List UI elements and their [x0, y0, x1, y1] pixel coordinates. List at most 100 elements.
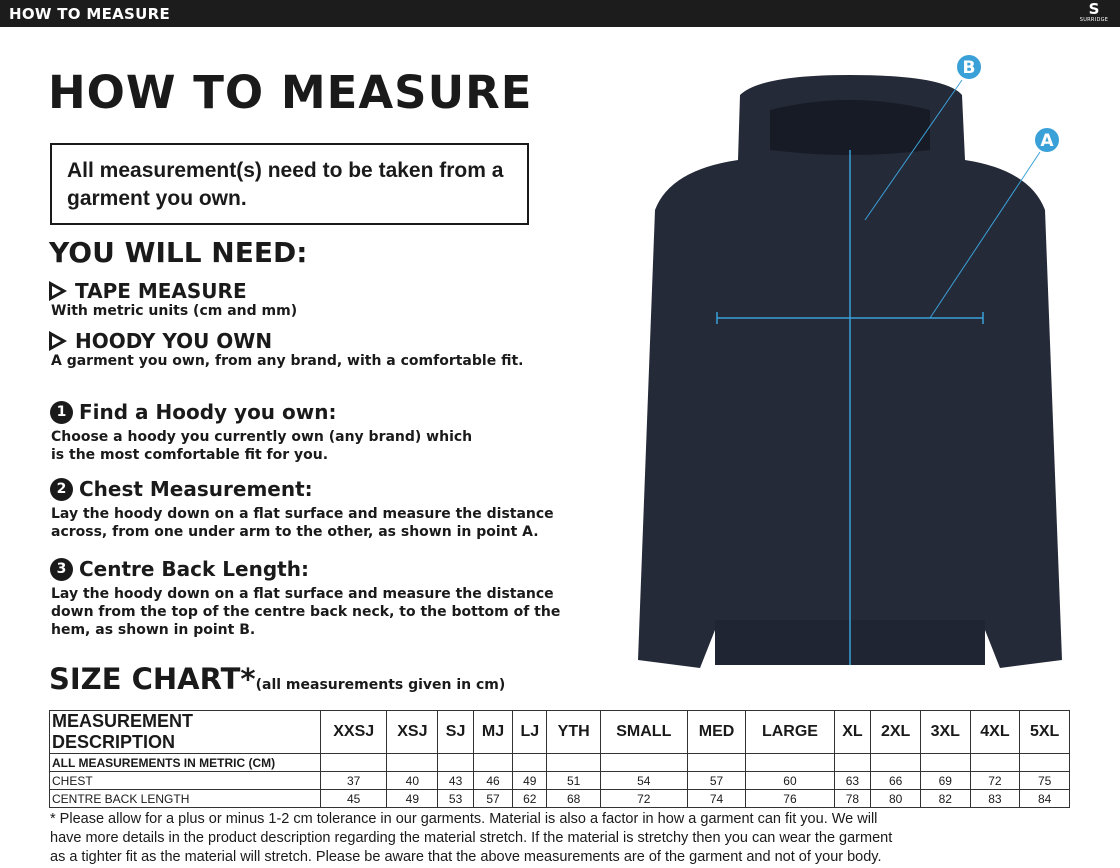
value-cell: 40 [386, 771, 439, 790]
size-header-cell: LJ [512, 710, 548, 754]
you-will-need-heading: YOU WILL NEED: [49, 236, 308, 269]
value-cell: 75 [1019, 771, 1070, 790]
step-number-icon: 3 [50, 557, 73, 581]
value-cell: 43 [437, 771, 474, 790]
value-cell: 54 [599, 771, 688, 790]
need-item-tape: TAPE MEASURE With metric units (cm and m… [49, 279, 297, 319]
size-header-cell: SJ [437, 710, 474, 754]
row-label: CENTRE BACK LENGTH [49, 789, 321, 808]
metric-note-cell: ALL MEASUREMENTS IN METRIC (CM) [49, 753, 321, 772]
footnote: * Please allow for a plus or minus 1-2 c… [50, 811, 893, 865]
size-header-cell: XXSJ [319, 710, 388, 754]
size-header-cell: YTH [546, 710, 601, 754]
value-cell: 69 [919, 771, 971, 790]
value-cell: 60 [745, 771, 835, 790]
value-cell: 45 [319, 789, 388, 808]
size-chart-title: SIZE CHART [49, 662, 241, 696]
empty-cell [437, 753, 474, 772]
table-row: CENTRE BACK LENGTH 45 49 53 57 62 68 72 74 76 78 80… [49, 789, 1070, 808]
step-desc: Lay the hoody down on a flat surface and… [51, 506, 554, 540]
row-label: CHEST [49, 771, 321, 790]
empty-cell [319, 753, 388, 772]
value-cell: 57 [686, 771, 747, 790]
value-cell: 62 [512, 789, 548, 808]
step-title: Centre Back Length: [79, 557, 309, 581]
size-header-cell: XSJ [386, 710, 439, 754]
empty-cell [969, 753, 1021, 772]
table-row: ALL MEASUREMENTS IN METRIC (CM) [49, 753, 1070, 772]
point-a-label: A [1040, 131, 1054, 151]
empty-cell [833, 753, 872, 772]
step-desc: Lay the hoody down on a flat surface and… [51, 586, 561, 638]
play-arrow-icon [49, 331, 67, 351]
step-title: Chest Measurement: [79, 477, 313, 501]
empty-cell [686, 753, 747, 772]
step-desc: Choose a hoody you currently own (any br… [51, 429, 473, 463]
size-header-cell: 5XL [1019, 710, 1070, 754]
size-chart-subtitle: (all measurements given in cm) [255, 677, 506, 693]
size-header-cell: SMALL [599, 710, 688, 754]
value-cell: 63 [833, 771, 872, 790]
value-cell: 72 [599, 789, 688, 808]
value-cell: 53 [437, 789, 474, 808]
hoodie-diagram: B A [638, 53, 1062, 668]
size-header-cell: 2XL [870, 710, 921, 754]
empty-cell [546, 753, 601, 772]
size-chart-heading: SIZE CHART*(all measurements given in cm… [49, 662, 505, 696]
notice-box: All measurement(s) need to be taken from… [50, 143, 529, 225]
empty-cell [870, 753, 921, 772]
table-header-row: MEASUREMENT DESCRIPTION XXSJ XSJ SJ MJ LJ YTH S… [49, 710, 1070, 754]
value-cell: 72 [969, 771, 1021, 790]
asterisk: * [240, 662, 256, 696]
size-header-cell: 4XL [969, 710, 1021, 754]
header-cell: MEASUREMENT DESCRIPTION [49, 710, 321, 754]
empty-cell [386, 753, 439, 772]
top-bar: HOW TO MEASURE S SURRIDGE [0, 0, 1120, 27]
value-cell: 51 [546, 771, 601, 790]
value-cell: 78 [833, 789, 872, 808]
table-row: CHEST 37 40 43 46 49 51 54 57 60 63 66 69 72 75 [49, 771, 1070, 790]
need-item-hoody: HOODY YOU OWN A garment you own, from an… [49, 329, 523, 369]
value-cell: 74 [686, 789, 747, 808]
value-cell: 80 [870, 789, 921, 808]
step-number-icon: 2 [50, 477, 73, 501]
size-header-cell: 3XL [919, 710, 971, 754]
value-cell: 37 [319, 771, 388, 790]
value-cell: 49 [512, 771, 548, 790]
need-item-desc: With metric units (cm and mm) [51, 303, 298, 319]
step-1: 1 Find a Hoody you own: Choose a hoody yo… [50, 400, 490, 464]
step-number-icon: 1 [50, 400, 73, 424]
value-cell: 82 [919, 789, 971, 808]
point-a-marker [1033, 126, 1061, 154]
empty-cell [1019, 753, 1070, 772]
step-3: 3 Centre Back Length: Lay the hoody down … [50, 557, 595, 639]
header-title: HOW TO MEASURE [9, 5, 171, 23]
value-cell: 76 [745, 789, 835, 808]
value-cell: 84 [1019, 789, 1070, 808]
size-header-cell: MJ [472, 710, 514, 754]
surridge-logo: S SURRIDGE [1079, 0, 1109, 24]
empty-cell [599, 753, 688, 772]
value-cell: 57 [472, 789, 514, 808]
need-item-title: HOODY YOU OWN [75, 329, 273, 353]
size-header-cell: MED [686, 710, 747, 754]
size-header-cell: LARGE [745, 710, 835, 754]
step-title: Find a Hoody you own: [79, 400, 337, 424]
size-chart-table: MEASUREMENT DESCRIPTION XXSJ XSJ SJ MJ LJ YTH S… [49, 710, 1070, 808]
play-arrow-icon [49, 281, 67, 301]
empty-cell [745, 753, 835, 772]
step-2: 2 Chest Measurement: Lay the hoody down o… [50, 477, 610, 541]
point-b-marker [955, 53, 983, 81]
value-cell: 68 [546, 789, 601, 808]
need-item-desc: A garment you own, from any brand, with … [51, 353, 524, 369]
value-cell: 66 [870, 771, 921, 790]
empty-cell [472, 753, 514, 772]
empty-cell [512, 753, 548, 772]
value-cell: 49 [386, 789, 439, 808]
value-cell: 83 [969, 789, 1021, 808]
value-cell: 46 [472, 771, 514, 790]
page-title: HOW TO MEASURE [48, 66, 533, 119]
empty-cell [919, 753, 971, 772]
point-b-label: B [963, 58, 976, 78]
need-item-title: TAPE MEASURE [75, 279, 247, 303]
